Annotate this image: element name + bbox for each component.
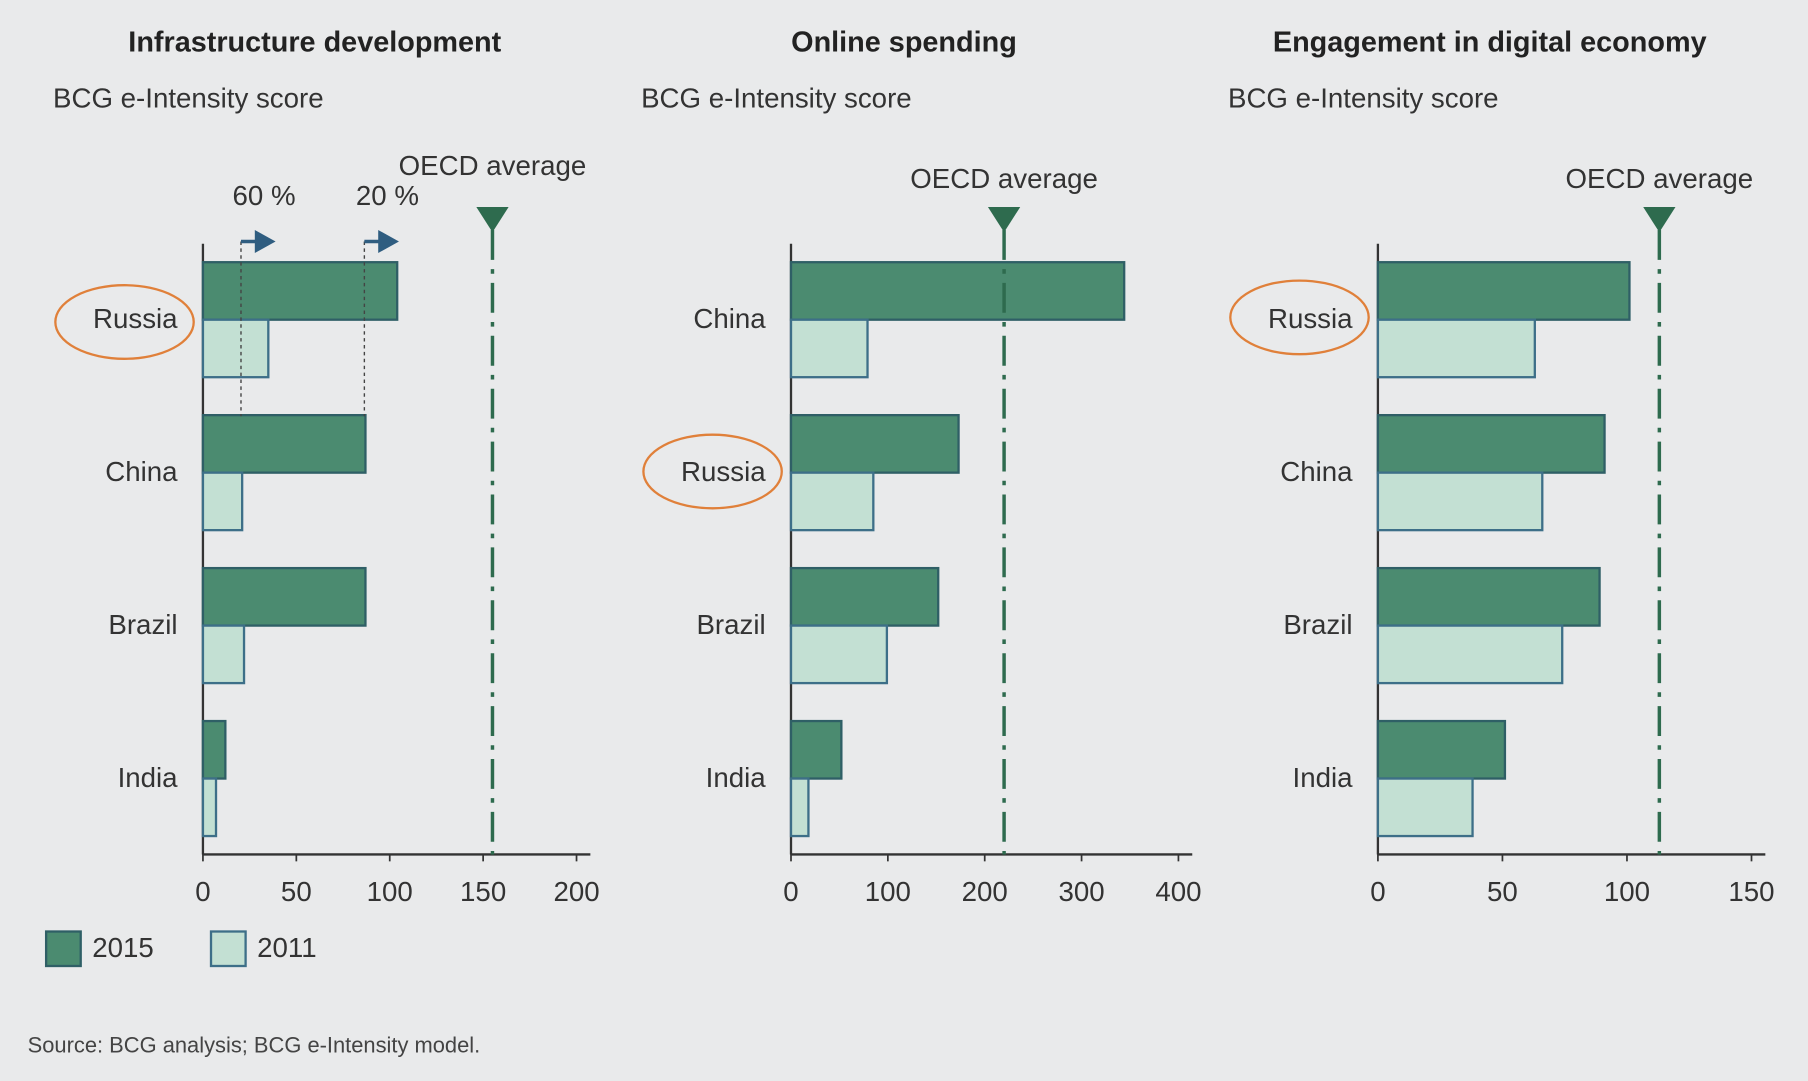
legend-label: 2011	[257, 932, 316, 963]
source-note: Source: BCG analysis; BCG e-Intensity mo…	[28, 1032, 481, 1057]
bar	[201, 719, 227, 780]
reference-label: OECD average	[1566, 163, 1754, 194]
annotation-arrowhead	[378, 230, 399, 253]
x-tick-label: 200	[962, 876, 1008, 907]
bar	[1376, 777, 1474, 838]
x-tick-label: 150	[1728, 876, 1774, 907]
category-label: Russia	[681, 456, 766, 487]
bar	[789, 261, 1126, 321]
x-tick-label: 200	[553, 876, 599, 907]
bar	[201, 261, 399, 321]
bar	[1376, 719, 1507, 780]
axis-label: BCG e-Intensity score	[641, 82, 912, 113]
bar	[789, 719, 843, 780]
bar	[789, 471, 875, 532]
annotation-arrowhead	[254, 230, 276, 253]
highlight-circle	[1229, 279, 1370, 356]
x-tick-label: 50	[1487, 876, 1518, 907]
category-label: China	[693, 303, 766, 334]
x-tick-label: 0	[195, 876, 210, 907]
bar	[789, 318, 869, 379]
category-label: Russia	[93, 303, 178, 334]
bar	[1376, 566, 1601, 627]
bar	[201, 318, 270, 379]
axis-label: BCG e-Intensity score	[1228, 82, 1499, 113]
bar	[789, 624, 889, 685]
category-label: Brazil	[1283, 609, 1352, 640]
highlight-circle	[54, 284, 195, 360]
bar	[201, 566, 367, 627]
legend-swatch	[44, 930, 82, 968]
bar	[1376, 414, 1606, 474]
category-label: Brazil	[696, 609, 765, 640]
category-label: India	[118, 762, 179, 793]
x-tick-label: 50	[281, 876, 312, 907]
bar	[1376, 261, 1631, 321]
axis-label: BCG e-Intensity score	[53, 82, 324, 113]
bar	[789, 566, 940, 627]
reference-marker	[1643, 207, 1676, 233]
reference-marker	[987, 207, 1021, 233]
bar	[1376, 471, 1544, 532]
reference-marker	[476, 207, 509, 233]
bar	[201, 624, 246, 685]
chart-title: Engagement in digital economy	[1273, 26, 1707, 58]
x-tick-label: 0	[1370, 876, 1385, 907]
x-tick-label: 100	[367, 876, 413, 907]
bar	[789, 777, 810, 838]
annotation: 60 %	[233, 180, 296, 211]
category-label: India	[1293, 762, 1354, 793]
reference-label: OECD average	[910, 163, 1098, 194]
chart-title: Online spending	[791, 26, 1017, 58]
bar	[201, 414, 367, 474]
x-tick-label: 0	[783, 876, 798, 907]
x-tick-label: 150	[460, 876, 506, 907]
bar	[1376, 318, 1536, 379]
annotation: 20 %	[356, 180, 419, 211]
bar	[789, 414, 960, 474]
chart-title: Infrastructure development	[128, 26, 501, 58]
bar	[201, 777, 218, 838]
reference-label: OECD average	[399, 150, 587, 181]
category-label: Brazil	[108, 609, 177, 640]
category-label: China	[1280, 456, 1353, 487]
category-label: India	[706, 762, 767, 793]
category-label: China	[105, 456, 178, 487]
x-tick-label: 100	[1604, 876, 1650, 907]
x-tick-label: 300	[1058, 876, 1104, 907]
x-tick-label: 400	[1155, 876, 1201, 907]
category-label: Russia	[1268, 303, 1353, 334]
bar	[1376, 624, 1564, 685]
legend-swatch	[209, 930, 247, 968]
x-tick-label: 100	[865, 876, 911, 907]
legend-label: 2015	[92, 932, 154, 963]
bar	[201, 471, 244, 532]
highlight-circle	[642, 433, 783, 510]
